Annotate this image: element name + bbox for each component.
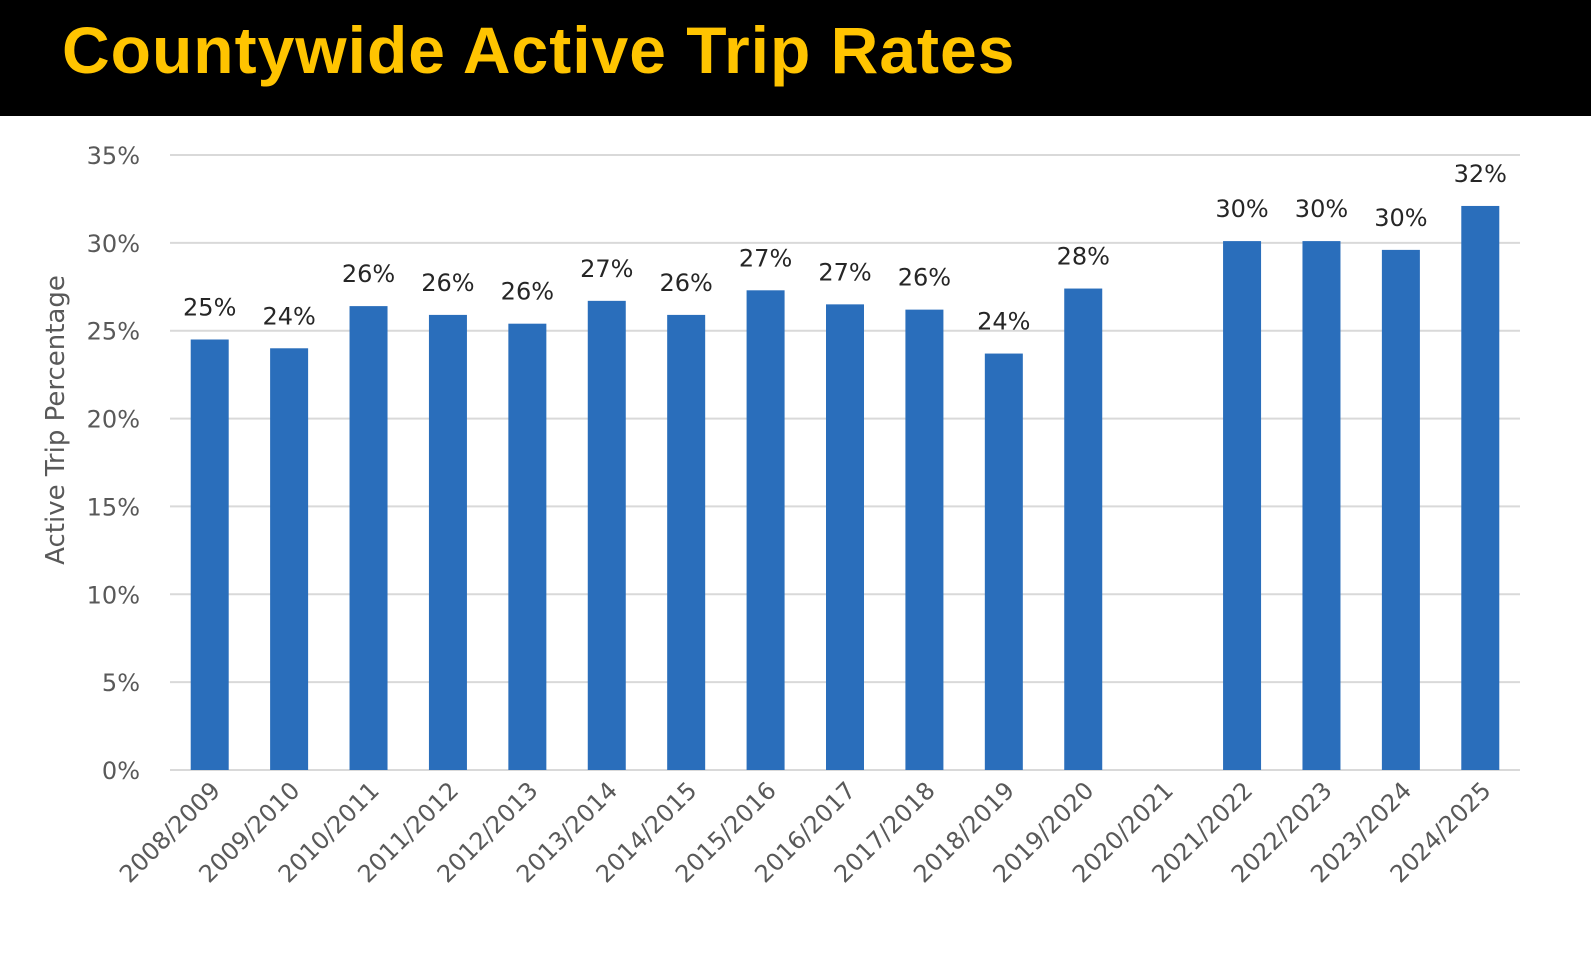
y-tick-label: 0%	[102, 757, 140, 785]
data-label: 27%	[739, 244, 792, 272]
data-label: 25%	[183, 294, 236, 322]
data-label: 24%	[977, 308, 1030, 336]
bar	[1223, 241, 1262, 771]
data-label: 30%	[1295, 195, 1348, 223]
data-label: 26%	[660, 269, 713, 297]
data-label: 30%	[1215, 195, 1268, 223]
bar	[1302, 241, 1341, 771]
data-label: 27%	[818, 258, 871, 286]
bar	[1064, 288, 1103, 770]
y-tick-label: 10%	[87, 581, 140, 609]
bar	[746, 290, 785, 770]
bar	[190, 339, 229, 770]
y-tick-label: 5%	[102, 669, 140, 697]
data-labels: 25% 24% 26% 26% 26% 27% 26% 27% 27% 26% 24% 28% 30% 3…	[183, 160, 1507, 336]
data-label: 26%	[421, 269, 474, 297]
chart-title: Countywide Active Trip Rates	[62, 13, 1016, 87]
data-label: 24%	[262, 302, 315, 330]
y-axis-label: Active Trip Percentage	[41, 275, 71, 565]
bar	[984, 353, 1023, 770]
bar	[667, 314, 706, 770]
bar	[270, 348, 309, 770]
bar	[428, 314, 467, 770]
data-label: 26%	[898, 264, 951, 292]
bar	[349, 306, 388, 770]
x-tick-labels: 2008/20092009/20102010/20112011/20122012…	[114, 776, 1496, 888]
bar	[1381, 249, 1420, 770]
y-tick-label: 20%	[87, 406, 140, 434]
data-label: 28%	[1057, 243, 1110, 271]
bars	[190, 205, 1500, 771]
data-label: 30%	[1374, 204, 1427, 232]
title-bar	[0, 0, 1591, 116]
y-tick-label: 30%	[87, 230, 140, 258]
data-label: 27%	[580, 255, 633, 283]
data-label: 26%	[501, 278, 554, 306]
bar	[1461, 205, 1500, 770]
bar	[905, 309, 944, 770]
bar	[508, 323, 547, 770]
y-tick-labels: 0% 5% 10% 15% 20% 25% 30% 35%	[87, 142, 140, 785]
data-label: 32%	[1454, 160, 1507, 188]
bar	[826, 304, 864, 770]
data-label: 26%	[342, 260, 395, 288]
y-tick-label: 25%	[87, 318, 140, 346]
y-tick-label: 35%	[87, 142, 140, 170]
bar	[587, 300, 626, 770]
y-tick-label: 15%	[87, 493, 140, 521]
